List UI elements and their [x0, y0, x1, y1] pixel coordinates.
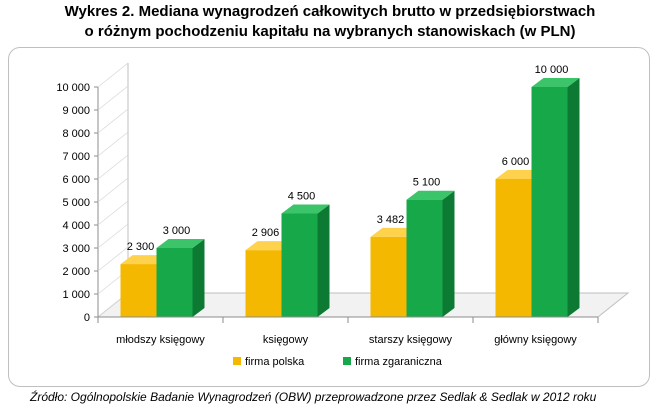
bar-firma-zagraniczna — [156, 248, 193, 317]
bar-top — [406, 190, 455, 200]
bar-top — [156, 239, 205, 248]
bar-chart: 0 1 000 2 000 3 000 4 000 5 000 6 000 7 000 8 00… — [56, 62, 630, 368]
bar-firma-zagraniczna — [281, 213, 318, 317]
bar-side — [317, 204, 330, 317]
bar-side — [192, 239, 205, 317]
source-note: Źródło: Ogólnopolskie Badanie Wynagrodze… — [30, 390, 597, 404]
bar-side — [567, 78, 580, 317]
y-tick-label: 0 — [84, 312, 90, 324]
bar-firma-polska — [120, 264, 157, 317]
bar-firma-polska — [495, 179, 532, 317]
y-tick-label: 2 000 — [62, 266, 90, 278]
data-label: 2 906 — [252, 227, 280, 239]
x-category-label: główny księgowy — [494, 334, 577, 346]
bar-top — [281, 204, 330, 214]
y-tick-side — [97, 177, 129, 203]
y-tick-side — [97, 108, 129, 134]
y-tick-label: 3 000 — [62, 243, 90, 255]
y-tick-label: 4 000 — [62, 220, 90, 232]
legend-swatch-firma-zagraniczna — [343, 357, 351, 365]
y-tick-side — [97, 154, 129, 180]
data-label: 2 300 — [127, 241, 155, 253]
data-label: 6 000 — [502, 156, 530, 168]
y-tick-label: 8 000 — [62, 128, 90, 140]
bar-top — [531, 78, 580, 87]
y-tick-side — [97, 85, 129, 111]
x-category-label: młodszy księgowy — [116, 334, 205, 346]
chart-title: Wykres 2. Mediana wynagrodzeń całkowityc… — [0, 2, 660, 42]
y-tick-label: 7 000 — [62, 151, 90, 163]
legend-label: firma zgaraniczna — [355, 356, 443, 368]
x-category-label: księgowy — [263, 334, 309, 346]
bar-firma-polska — [370, 236, 407, 317]
y-tick-side — [97, 200, 129, 226]
bar-firma-zagraniczna — [531, 87, 568, 317]
y-tick-side — [97, 223, 129, 249]
data-label: 10 000 — [535, 64, 569, 76]
bar-firma-zagraniczna — [406, 199, 443, 317]
y-tick-label: 5 000 — [62, 197, 90, 209]
y-tick-label: 6 000 — [62, 174, 90, 186]
data-label: 3 000 — [163, 225, 191, 237]
legend-swatch-firma-polska — [233, 357, 241, 365]
chart-title-line-2: o różnym pochodzeniu kapitału na wybrany… — [84, 23, 576, 40]
y-tick-side — [97, 246, 129, 272]
legend-label: firma polska — [245, 356, 305, 368]
y-tick-label: 10 000 — [56, 82, 90, 94]
data-label: 4 500 — [288, 191, 316, 203]
data-label: 5 100 — [413, 177, 441, 189]
y-tick-label: 1 000 — [62, 289, 90, 301]
bar-side — [442, 190, 455, 317]
y-tick-side — [97, 62, 129, 88]
y-tick-side — [97, 131, 129, 157]
bar-firma-polska — [245, 250, 282, 317]
x-category-label: starszy księgowy — [369, 334, 453, 346]
chart-title-line-1: Wykres 2. Mediana wynagrodzeń całkowityc… — [64, 3, 596, 20]
y-tick-label: 9 000 — [62, 105, 90, 117]
data-label: 3 482 — [377, 214, 405, 226]
